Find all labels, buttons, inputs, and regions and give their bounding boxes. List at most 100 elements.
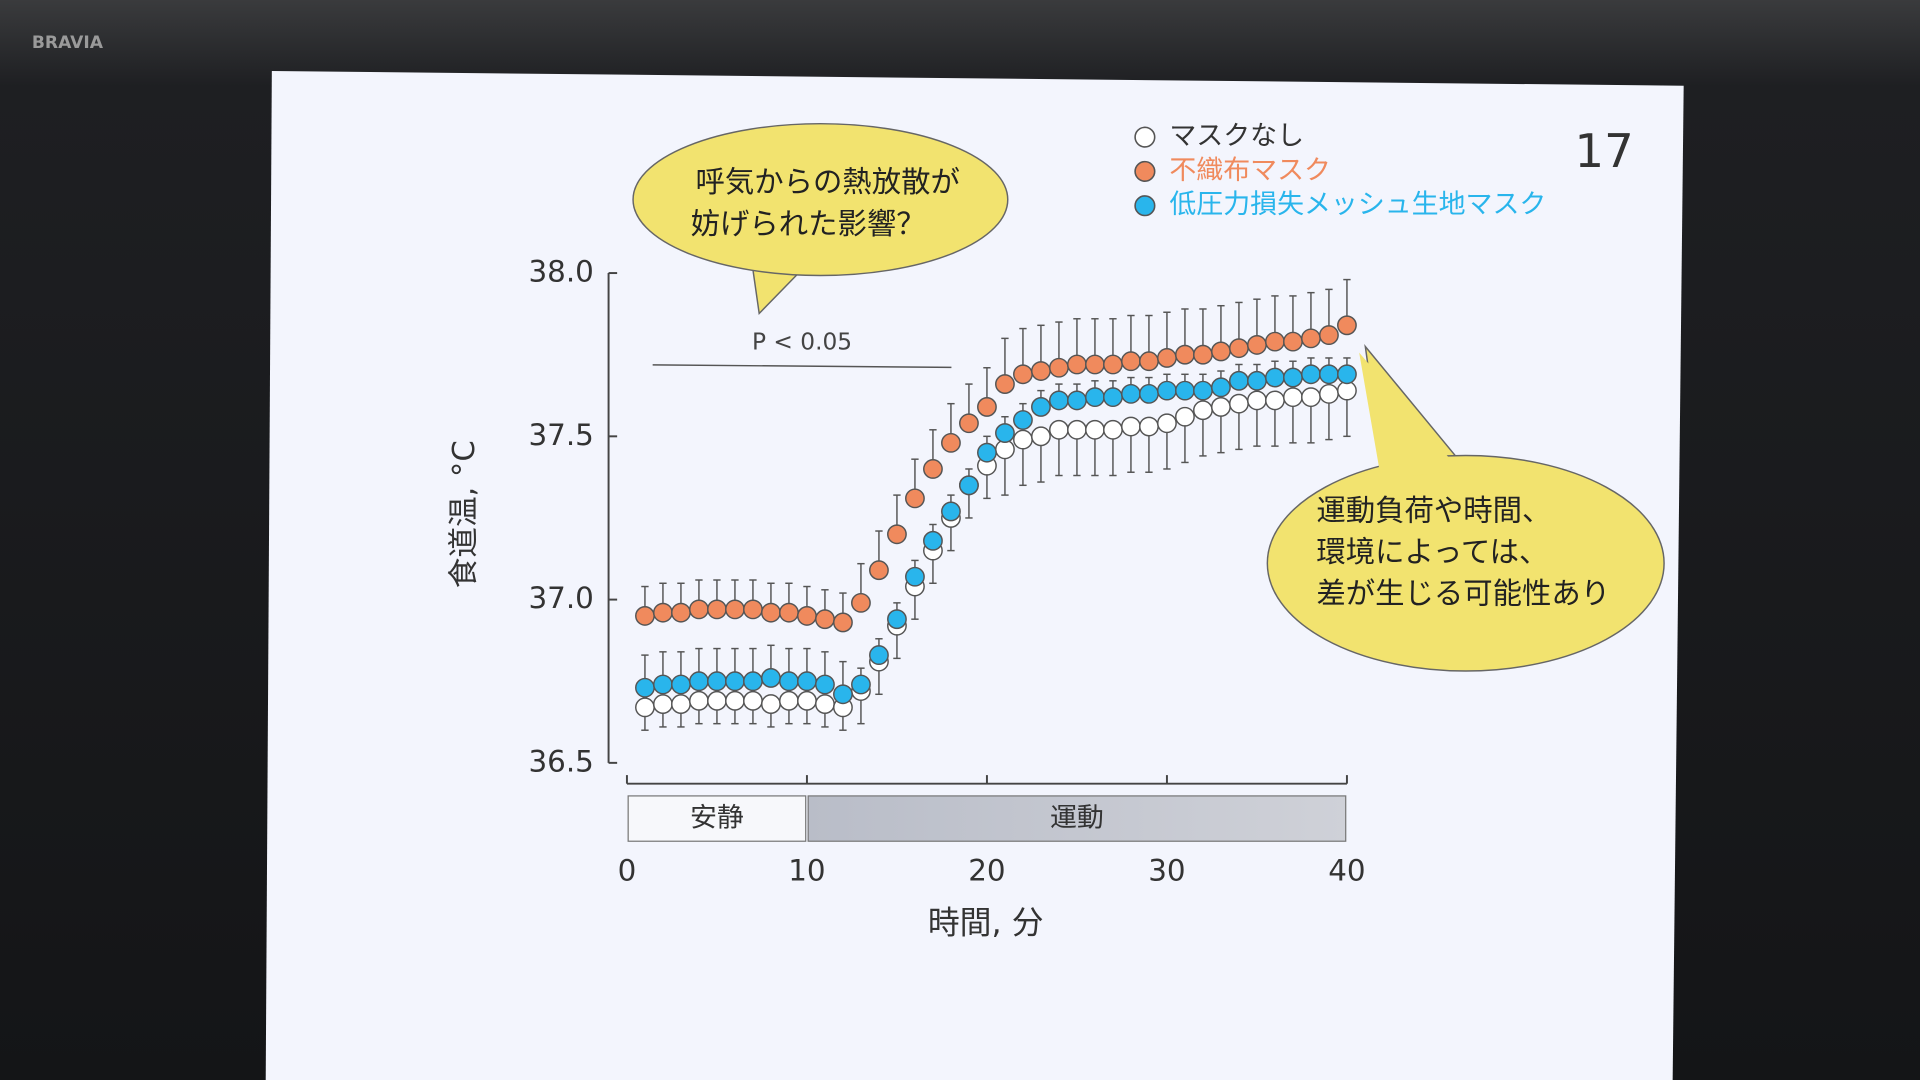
data-point	[1229, 393, 1249, 414]
data-point	[671, 674, 691, 695]
data-point	[761, 668, 781, 688]
data-point	[995, 423, 1015, 443]
legend-marker	[1134, 160, 1156, 183]
callout	[1266, 454, 1665, 672]
data-point	[1049, 390, 1069, 411]
callout-text: 差が生じる可能性あり	[1316, 577, 1610, 611]
legend-marker	[1134, 126, 1156, 148]
data-point	[1139, 416, 1159, 437]
data-point	[1211, 341, 1231, 362]
data-point	[815, 609, 835, 630]
data-point	[743, 671, 763, 692]
data-point	[1301, 364, 1321, 385]
data-point	[797, 606, 817, 626]
data-point	[1265, 331, 1285, 352]
data-point	[707, 690, 727, 711]
data-point	[707, 671, 727, 692]
data-point	[689, 690, 709, 711]
data-point	[1229, 370, 1249, 391]
x-tick-label: 40	[1328, 853, 1365, 887]
y-tick-label: 37.5	[528, 418, 593, 452]
data-point	[815, 694, 835, 714]
data-point	[1193, 400, 1213, 421]
callout-text: 運動負荷や時間、	[1316, 493, 1551, 527]
data-point	[743, 690, 763, 711]
data-point	[1283, 387, 1303, 408]
legend-label: マスクなし	[1169, 121, 1304, 152]
data-point	[1229, 338, 1249, 359]
data-point	[797, 671, 817, 692]
data-point	[1247, 370, 1267, 391]
data-point	[851, 592, 871, 613]
legend-label: 低圧力損失メッシュ生地マスク	[1169, 189, 1546, 220]
data-point	[815, 674, 835, 695]
data-point	[1121, 383, 1141, 404]
data-point	[923, 459, 943, 479]
data-point	[1103, 387, 1123, 408]
data-point	[1139, 383, 1159, 404]
x-tick-label: 10	[788, 853, 825, 887]
data-point	[1121, 416, 1141, 437]
data-point	[1175, 344, 1195, 365]
data-point	[1103, 354, 1123, 375]
data-point	[1319, 325, 1339, 346]
phase-bar	[807, 795, 1347, 842]
data-point	[1301, 328, 1321, 349]
data-point	[1337, 315, 1357, 336]
data-point	[833, 684, 853, 705]
data-point	[1031, 426, 1051, 447]
data-point	[1157, 413, 1177, 434]
data-point	[1175, 380, 1195, 401]
data-point	[1067, 419, 1087, 440]
data-point	[635, 606, 655, 626]
data-point	[1193, 344, 1213, 365]
data-point	[1067, 390, 1087, 411]
data-point	[1121, 351, 1141, 372]
data-point	[869, 645, 889, 666]
data-point	[887, 524, 907, 545]
data-point	[905, 566, 925, 587]
data-point	[689, 671, 709, 692]
data-point	[1013, 410, 1033, 430]
data-point	[1085, 354, 1105, 375]
data-point	[653, 674, 673, 695]
legend-label: 不織布マスク	[1169, 155, 1331, 186]
data-point	[851, 674, 871, 695]
data-point	[1157, 348, 1177, 368]
data-point	[1211, 377, 1231, 398]
data-point	[725, 690, 745, 711]
data-point	[797, 690, 817, 711]
data-point	[959, 413, 979, 434]
data-point	[1265, 367, 1285, 388]
data-point	[941, 432, 961, 453]
y-tick-label: 36.5	[528, 744, 593, 778]
data-point	[1049, 357, 1069, 378]
brand: BRAVIA	[32, 33, 104, 53]
data-point	[1157, 380, 1177, 401]
significance-line	[652, 364, 952, 369]
data-point	[671, 694, 691, 714]
data-point	[959, 475, 979, 496]
significance-label: P < 0.05	[752, 328, 852, 355]
phase-label: 運動	[1050, 803, 1104, 834]
data-point	[1211, 397, 1231, 417]
data-point	[1247, 334, 1267, 355]
data-point	[1139, 351, 1159, 372]
data-point	[977, 442, 997, 463]
data-point	[1265, 390, 1285, 411]
data-point	[761, 694, 781, 714]
data-point	[1103, 419, 1123, 440]
data-point	[869, 560, 889, 581]
data-point	[689, 599, 709, 620]
data-point	[653, 602, 673, 623]
data-point	[1049, 419, 1069, 440]
legend-marker	[1134, 195, 1156, 217]
y-tick-label: 38.0	[528, 255, 593, 289]
phase-label: 安静	[690, 803, 744, 834]
data-point	[743, 599, 763, 620]
data-point	[1031, 361, 1051, 381]
data-point	[1067, 354, 1087, 375]
data-point	[779, 602, 799, 623]
data-point	[941, 501, 961, 522]
